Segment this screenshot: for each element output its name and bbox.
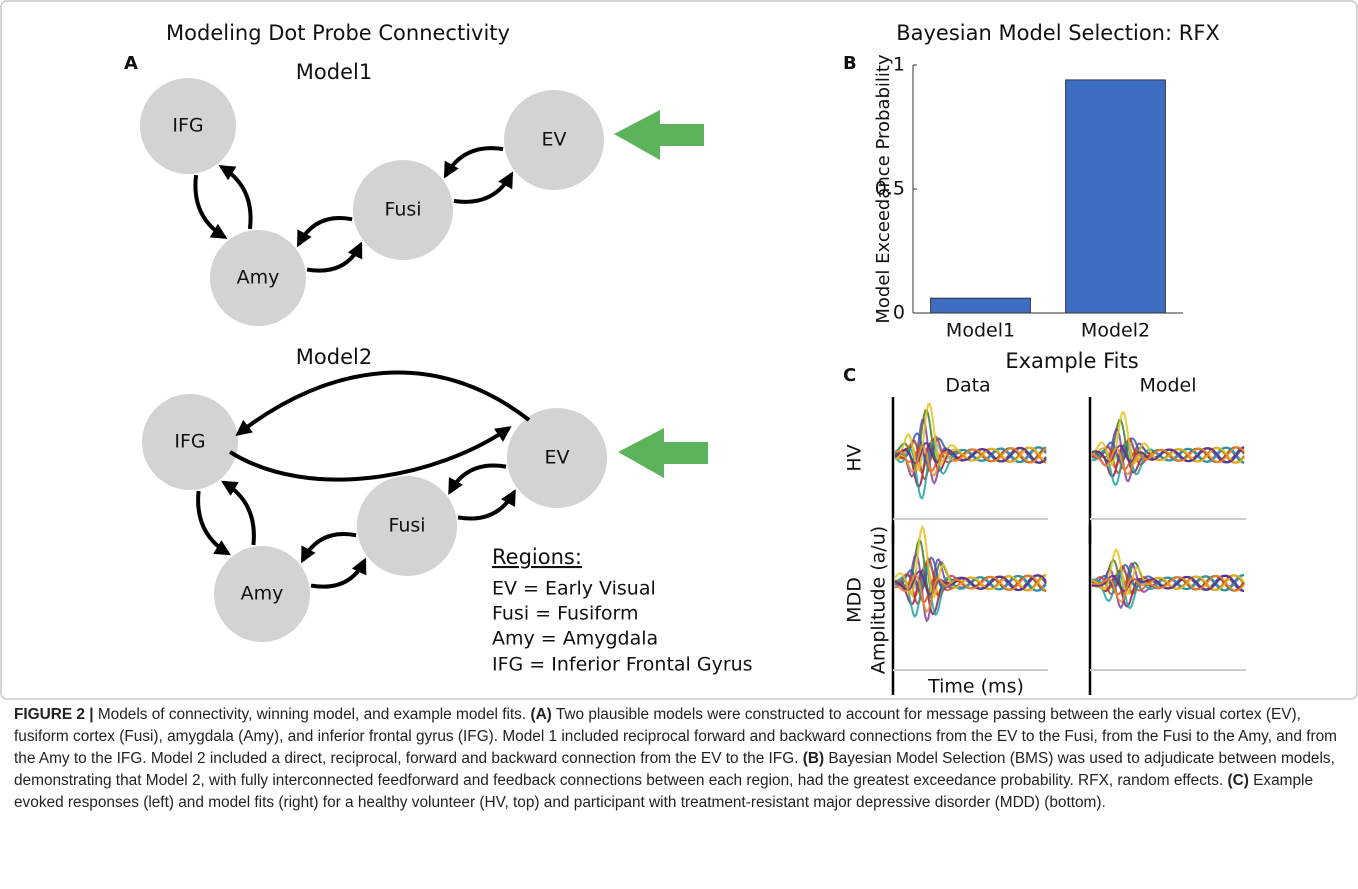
connection: [196, 490, 231, 556]
caption-text: Example evoked responses (left) and mode…: [14, 772, 1314, 811]
connection: [448, 463, 507, 495]
y-axis-label: Model Exceedance Probability: [873, 54, 894, 324]
panel-title: Modeling Dot Probe Connectivity: [166, 21, 510, 45]
node-label: Fusi: [388, 515, 425, 537]
connection: [457, 489, 516, 521]
connection: [443, 146, 504, 179]
connection: [310, 557, 367, 589]
y-tick-label: 0.5: [875, 178, 905, 200]
trace: [1091, 574, 1245, 593]
input-arrow: [614, 110, 704, 160]
node-label: IFG: [174, 431, 205, 453]
panel-label: B: [843, 53, 857, 74]
region-item: EV = Early Visual: [492, 578, 656, 600]
region-node: [210, 230, 306, 326]
trace: [1091, 443, 1245, 486]
row-label: HV: [844, 444, 866, 471]
region-item: Fusi = Fusiform: [492, 603, 639, 625]
caption-label: FIGURE 2 |: [14, 706, 94, 723]
trace: [894, 440, 1047, 500]
panel-label: A: [124, 53, 138, 74]
caption-marker: (C): [1227, 772, 1249, 789]
caption: FIGURE 2 | Models of connectivity, winni…: [14, 704, 1348, 814]
caption-marker: (A): [530, 706, 552, 723]
node-label: EV: [541, 129, 566, 151]
connection: [193, 174, 228, 239]
caption-text: Bayesian Model Selection (BMS) was used …: [14, 750, 1335, 789]
x-axis-label: Time (ms): [927, 676, 1024, 698]
trace: [894, 570, 1047, 596]
region-node: [140, 78, 236, 174]
bar: [930, 297, 1031, 314]
panel-title: Example Fits: [1005, 349, 1138, 373]
regions-heading: Regions:: [492, 545, 582, 569]
model-title: Model1: [296, 60, 372, 84]
region-node: [353, 160, 453, 260]
trace: [894, 574, 1047, 613]
input-arrow: [618, 428, 708, 478]
region-node: [214, 546, 310, 642]
region-item: IFG = Inferior Frontal Gyrus: [492, 654, 753, 676]
region-node: [357, 476, 457, 576]
column-label: Model: [1139, 375, 1196, 397]
node-label: Amy: [237, 267, 280, 289]
bar: [1065, 79, 1166, 314]
trace: [1091, 411, 1245, 467]
chart-title: Bayesian Model Selection: RFX: [896, 21, 1220, 45]
diagram: IFG Amy Fusi EV IFG Amy Fusi EV: [140, 78, 607, 642]
node-label: IFG: [172, 115, 203, 137]
panel-label: C: [843, 365, 856, 386]
x-tick-label: Model1: [946, 320, 1015, 342]
connection: [300, 532, 357, 564]
connection: [296, 216, 353, 248]
trace: [894, 565, 1047, 618]
caption-marker: (B): [802, 750, 825, 767]
region-item: Amy = Amygdala: [492, 628, 658, 650]
node-label: Amy: [241, 583, 284, 605]
column-label: Data: [945, 375, 990, 397]
trace: [1091, 574, 1245, 603]
caption-intro: Models of connectivity, winning model, a…: [97, 706, 527, 723]
y-tick-label: 1: [893, 54, 905, 76]
region-node: [142, 394, 238, 490]
trace: [894, 441, 1047, 465]
trace: [1091, 571, 1245, 610]
trace: [894, 524, 1047, 598]
x-tick-label: Model2: [1081, 320, 1150, 342]
figure-border: [0, 0, 1358, 700]
fits-panel: C Example Fits Data Model HV MDD Amplitude (a/…: [843, 349, 1246, 698]
connection: [228, 426, 512, 482]
y-axis-label: Amplitude (a/u): [868, 526, 890, 674]
model-title: Model2: [296, 345, 372, 369]
connection: [235, 370, 531, 436]
row-label: MDD: [844, 577, 866, 623]
region-node: [504, 90, 604, 190]
bar-chart: Bayesian Model Selection: RFX B Model Exce…: [843, 21, 1220, 342]
connection: [453, 171, 514, 204]
y-tick-label: 0: [893, 302, 905, 324]
figure: Modeling Dot Probe Connectivity A Model1…: [0, 0, 1358, 700]
trace: [894, 445, 1047, 477]
node-label: EV: [544, 447, 569, 469]
trace: [1091, 446, 1245, 476]
connection: [221, 480, 256, 546]
region-node: [507, 408, 607, 508]
connection: [306, 241, 363, 273]
connection: [218, 165, 253, 230]
node-label: Fusi: [384, 199, 421, 221]
caption-text: Two plausible models were constructed to…: [14, 706, 1337, 767]
